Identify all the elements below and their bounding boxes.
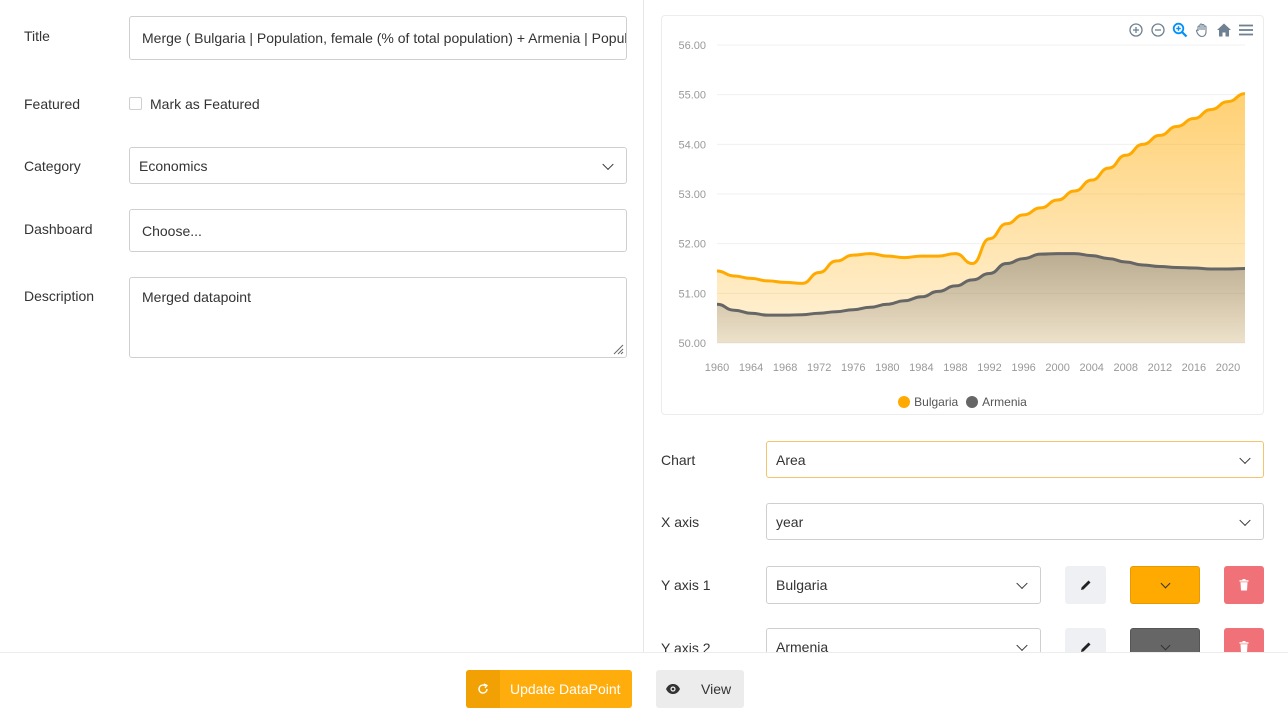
- x-tick-label: 2012: [1148, 362, 1172, 374]
- legend-marker-bulgaria: [898, 396, 911, 408]
- zoom-in-icon[interactable]: [1127, 21, 1145, 39]
- pan-icon[interactable]: [1193, 21, 1211, 39]
- category-value: Economics: [139, 157, 208, 174]
- y-tick-label: 55.00: [678, 90, 706, 102]
- y-tick-label: 53.00: [678, 189, 706, 201]
- x-tick-label: 2008: [1114, 362, 1138, 374]
- eye-icon: [656, 683, 690, 695]
- chevron-down-icon: [1016, 639, 1028, 652]
- chevron-down-icon: [1160, 578, 1170, 588]
- chart-settings-panel: 50.00 51.00 52.00 53.00 54.00 55.00 56.00 1960 1…: [644, 0, 1288, 652]
- reset-home-icon[interactable]: [1215, 21, 1233, 39]
- chart-legend: Bulgaria Armenia: [662, 395, 1263, 409]
- panel-divider: [643, 0, 644, 652]
- series-line-armenia: [716, 252, 1246, 317]
- update-datapoint-button[interactable]: Update DataPoint: [466, 670, 632, 708]
- x-tick-label: 1980: [875, 362, 899, 374]
- legend-marker-armenia: [966, 396, 979, 408]
- category-select[interactable]: Economics: [129, 147, 627, 184]
- x-axis-value: year: [776, 513, 804, 530]
- chart-toolbar: [1127, 21, 1255, 39]
- chevron-down-icon: [602, 158, 614, 170]
- legend-label-bulgaria: Bulgaria: [914, 395, 959, 409]
- x-tick-label: 2004: [1079, 362, 1103, 374]
- y-tick-label: 50.00: [678, 338, 706, 350]
- x-tick-label: 2016: [1182, 362, 1206, 374]
- chart-type-select[interactable]: Area: [766, 441, 1264, 478]
- y-axis-2-color-picker[interactable]: [1130, 628, 1200, 652]
- zoom-out-icon[interactable]: [1149, 21, 1167, 39]
- featured-checkbox-label[interactable]: Mark as Featured: [150, 96, 260, 112]
- x-tick-label: 1976: [841, 362, 865, 374]
- x-tick-label: 2020: [1216, 362, 1240, 374]
- legend-item-bulgaria[interactable]: Bulgaria: [898, 395, 958, 409]
- view-label: View: [701, 681, 732, 697]
- y-axis-1-value: Bulgaria: [776, 577, 828, 593]
- y-tick-label: 51.00: [678, 288, 706, 300]
- y-axis-1-delete-button[interactable]: [1224, 566, 1264, 604]
- chevron-down-icon: [1016, 577, 1028, 590]
- chevron-down-icon: [1239, 452, 1251, 464]
- description-value: Merged datapoint: [142, 289, 251, 305]
- x-tick-label: 1964: [739, 362, 763, 374]
- menu-icon[interactable]: [1237, 21, 1255, 39]
- chevron-down-icon: [1160, 640, 1170, 650]
- y-tick-label: 56.00: [678, 40, 706, 52]
- x-tick-label: 1992: [977, 362, 1001, 374]
- x-tick-label: 2000: [1045, 362, 1069, 374]
- x-tick-label: 1988: [943, 362, 967, 374]
- x-tick-label: 1972: [807, 362, 831, 374]
- featured-label: Featured: [24, 96, 81, 112]
- trash-icon: [1239, 641, 1249, 652]
- y-axis-2-edit-button[interactable]: [1065, 628, 1106, 652]
- y-axis-1-edit-button[interactable]: [1065, 566, 1106, 604]
- y-tick-label: 52.00: [678, 239, 706, 251]
- legend-label-armenia: Armenia: [982, 395, 1027, 409]
- dashboard-input[interactable]: Choose...: [129, 209, 627, 252]
- x-tick-label: 1996: [1011, 362, 1035, 374]
- dashboard-label: Dashboard: [24, 221, 93, 237]
- datapoint-form: Title Merge ( Bulgaria | Population, fem…: [0, 0, 643, 652]
- x-axis-select[interactable]: year: [766, 503, 1264, 540]
- category-label: Category: [24, 158, 81, 174]
- update-datapoint-label: Update DataPoint: [510, 681, 621, 697]
- view-button[interactable]: View: [656, 670, 744, 708]
- description-label: Description: [24, 288, 95, 304]
- description-textarea[interactable]: Merged datapoint: [129, 277, 627, 358]
- featured-checkbox[interactable]: [129, 97, 142, 110]
- y-axis-2-delete-button[interactable]: [1224, 628, 1264, 652]
- x-tick-label: 1984: [909, 362, 933, 374]
- title-input[interactable]: Merge ( Bulgaria | Population, female (%…: [129, 16, 627, 60]
- chevron-down-icon: [1239, 514, 1251, 526]
- y-axis-2-label: Y axis 2: [661, 640, 711, 652]
- series-area-armenia: [717, 253, 1245, 343]
- y-axis-1-select[interactable]: Bulgaria: [766, 566, 1041, 604]
- x-tick-label: 1968: [773, 362, 797, 374]
- y-axis-2-value: Armenia: [776, 639, 829, 652]
- pencil-icon: [1080, 580, 1090, 590]
- selection-zoom-icon[interactable]: [1171, 21, 1189, 39]
- legend-item-armenia[interactable]: Armenia: [966, 395, 1027, 409]
- refresh-icon: [466, 670, 500, 708]
- y-axis-2-select[interactable]: Armenia: [766, 628, 1041, 652]
- y-axis-1-label: Y axis 1: [661, 577, 711, 593]
- y-axis-1-color-picker[interactable]: [1130, 566, 1200, 604]
- chart-preview: 50.00 51.00 52.00 53.00 54.00 55.00 56.00 1960 1…: [661, 15, 1264, 415]
- chart-type-label: Chart: [661, 452, 696, 468]
- area-chart: 50.00 51.00 52.00 53.00 54.00 55.00 56.00 1960 1…: [678, 40, 1246, 374]
- resize-handle-icon[interactable]: [612, 343, 624, 355]
- title-label: Title: [24, 28, 50, 44]
- chart-type-value: Area: [776, 451, 806, 468]
- x-axis-label: X axis: [661, 514, 700, 530]
- x-tick-label: 1960: [705, 362, 729, 374]
- pencil-icon: [1080, 642, 1090, 652]
- trash-icon: [1239, 579, 1249, 591]
- y-tick-label: 54.00: [678, 139, 706, 151]
- action-bar: Update DataPoint View: [0, 652, 1288, 725]
- series-line-bulgaria: [716, 92, 1246, 285]
